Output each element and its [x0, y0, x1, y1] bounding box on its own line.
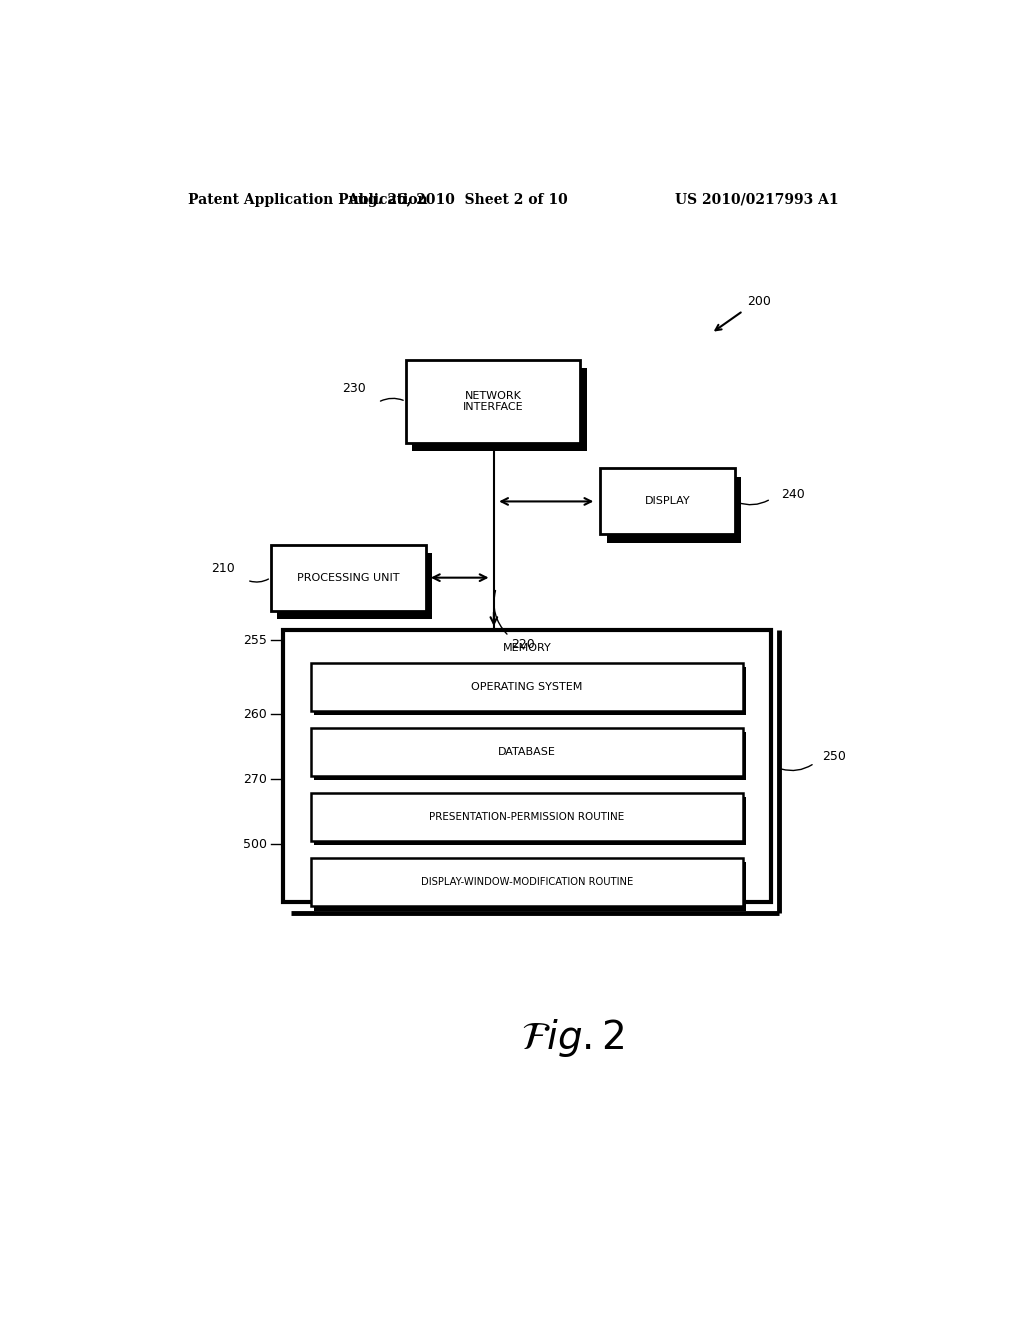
Bar	[278, 553, 432, 619]
Text: DISPLAY-WINDOW-MODIFICATION ROUTINE: DISPLAY-WINDOW-MODIFICATION ROUTINE	[421, 876, 633, 887]
Text: 255: 255	[243, 634, 267, 647]
Bar	[310, 727, 743, 776]
Bar	[600, 469, 735, 535]
Text: MEMORY: MEMORY	[503, 643, 551, 653]
Text: DISPLAY: DISPLAY	[645, 496, 690, 507]
Text: PRESENTATION-PERMISSION ROUTINE: PRESENTATION-PERMISSION ROUTINE	[429, 812, 625, 822]
Text: 250: 250	[822, 750, 846, 763]
Text: 240: 240	[781, 488, 805, 500]
Bar	[310, 663, 743, 711]
Text: 500: 500	[243, 838, 267, 851]
Bar	[606, 477, 741, 543]
Text: 220: 220	[511, 638, 536, 651]
Bar	[270, 545, 426, 611]
Text: OPERATING SYSTEM: OPERATING SYSTEM	[471, 682, 583, 692]
Text: 230: 230	[342, 383, 367, 395]
Text: PROCESSING UNIT: PROCESSING UNIT	[297, 573, 399, 582]
Bar	[313, 731, 746, 780]
Bar	[283, 630, 771, 903]
Bar	[310, 792, 743, 841]
Bar	[412, 368, 587, 451]
Text: 200: 200	[748, 294, 771, 308]
Text: DATABASE: DATABASE	[498, 747, 556, 756]
Text: NETWORK
INTERFACE: NETWORK INTERFACE	[463, 391, 523, 412]
Text: 260: 260	[243, 708, 267, 721]
Bar	[313, 862, 746, 911]
Bar	[313, 667, 746, 715]
Bar	[313, 797, 746, 846]
Text: Aug. 26, 2010  Sheet 2 of 10: Aug. 26, 2010 Sheet 2 of 10	[347, 193, 567, 206]
Text: 210: 210	[211, 562, 236, 576]
Bar	[406, 359, 581, 444]
Text: US 2010/0217993 A1: US 2010/0217993 A1	[675, 193, 839, 206]
Text: $\mathit{\mathcal{F}ig.2}$: $\mathit{\mathcal{F}ig.2}$	[520, 1016, 625, 1059]
Text: 270: 270	[243, 774, 267, 785]
Text: Patent Application Publication: Patent Application Publication	[187, 193, 427, 206]
Bar	[310, 858, 743, 907]
